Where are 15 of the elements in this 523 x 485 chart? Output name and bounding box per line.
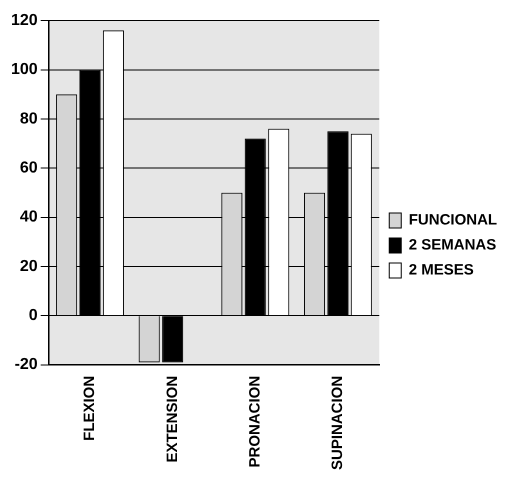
y-tick-label: -20	[14, 356, 38, 374]
y-tick-label: 100	[10, 61, 38, 78]
x-tick-label: SUPINACION	[329, 376, 346, 470]
x-tick-label: EXTENSION	[164, 376, 181, 463]
legend-label: FUNCIONAL	[408, 212, 498, 229]
x-tick-label: PRONACION	[246, 376, 264, 468]
y-tick-label: 20	[20, 258, 38, 275]
x-tick-label: FLEXION	[81, 376, 98, 441]
y-tick-label: 80	[20, 110, 38, 128]
legend-label: 2 SEMANAS	[408, 236, 496, 254]
y-tick-label: 60	[20, 160, 38, 177]
y-tick-label: 40	[20, 208, 38, 226]
y-tick-label: 120	[10, 12, 38, 30]
legend-label: 2 MESES	[408, 262, 474, 279]
y-tick-label: 0	[28, 307, 38, 324]
